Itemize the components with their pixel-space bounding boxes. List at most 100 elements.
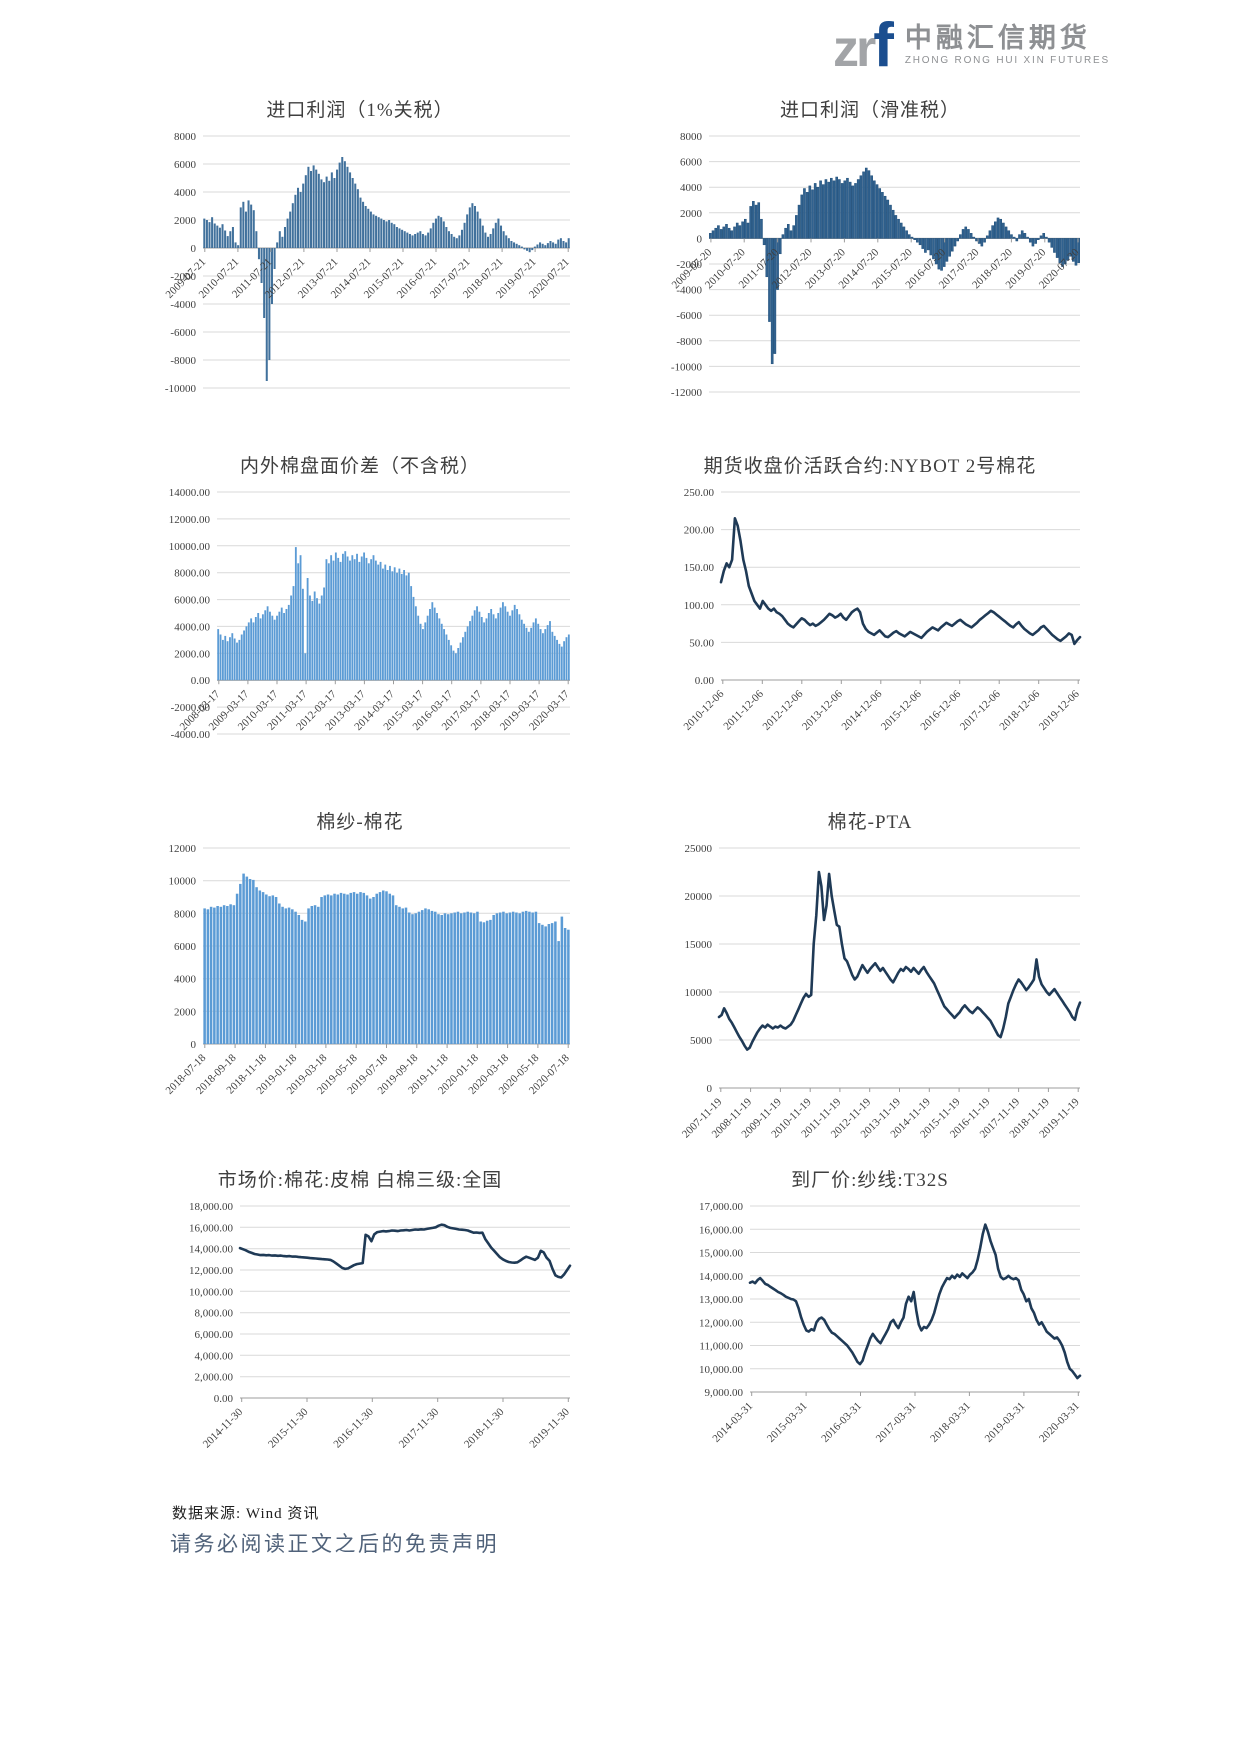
- company-logo: zrf 中融汇信期货 ZHONG RONG HUI XIN FUTURES: [833, 15, 1110, 77]
- svg-text:10,000.00: 10,000.00: [189, 1286, 234, 1298]
- logo-zr-text: zr: [832, 20, 876, 78]
- chart-canvas-cotton-pta: 25000200001500010000500002007-11-192008-…: [680, 843, 1082, 1141]
- svg-text:8000: 8000: [174, 908, 197, 920]
- svg-text:2000: 2000: [174, 215, 197, 227]
- svg-text:2018-12-06: 2018-12-06: [997, 688, 1042, 733]
- svg-text:-4000.00: -4000.00: [171, 729, 211, 741]
- svg-text:2011-12-06: 2011-12-06: [721, 688, 766, 733]
- svg-text:2017-03-31: 2017-03-31: [874, 1400, 919, 1445]
- svg-text:150.00: 150.00: [684, 562, 715, 574]
- logo-wordmark: 中融汇信期货 ZHONG RONG HUI XIN FUTURES: [905, 24, 1110, 70]
- svg-text:2016-03-31: 2016-03-31: [819, 1400, 864, 1445]
- svg-text:14,000.00: 14,000.00: [699, 1271, 744, 1283]
- svg-text:10000: 10000: [169, 876, 197, 888]
- svg-text:2015-03-31: 2015-03-31: [765, 1400, 810, 1445]
- svg-text:-12000: -12000: [671, 387, 703, 399]
- svg-text:16,000.00: 16,000.00: [189, 1222, 234, 1234]
- svg-text:-4000: -4000: [676, 285, 702, 297]
- svg-text:2000: 2000: [680, 208, 703, 220]
- svg-text:10000.00: 10000.00: [169, 541, 211, 553]
- svg-text:10000: 10000: [685, 987, 713, 999]
- svg-text:-10000: -10000: [165, 383, 197, 395]
- svg-text:-2000.00: -2000.00: [171, 702, 211, 714]
- svg-text:8,000.00: 8,000.00: [195, 1308, 234, 1320]
- svg-text:-8000: -8000: [676, 336, 702, 348]
- logo-company-name-cn: 中融汇信期货: [904, 23, 1091, 54]
- svg-text:11,000.00: 11,000.00: [699, 1341, 743, 1353]
- svg-text:2017-12-06: 2017-12-06: [958, 688, 1003, 733]
- svg-text:2015-11-30: 2015-11-30: [266, 1406, 311, 1451]
- chart-canvas-nybot-cotton: 250.00 200.00 150.00 100.00 50.00 0.002010-12…: [682, 487, 1083, 733]
- svg-text:2017-11-30: 2017-11-30: [397, 1406, 442, 1451]
- svg-text:2014-11-30: 2014-11-30: [201, 1406, 246, 1451]
- svg-text:4000: 4000: [680, 182, 703, 194]
- svg-text:2,000.00: 2,000.00: [195, 1372, 234, 1384]
- svg-text:2020-03-31: 2020-03-31: [1037, 1400, 1082, 1445]
- chart-canvas-import-profit-sliding: 8000 6000 4000 2000 0 -2000 -4000 -6000 -8000 -10…: [670, 131, 1082, 399]
- svg-text:4000.00: 4000.00: [174, 621, 210, 633]
- logo-company-name-en: ZHONG RONG HUI XIN FUTURES: [904, 55, 1110, 67]
- svg-text:-2000: -2000: [170, 271, 196, 283]
- svg-text:0.00: 0.00: [695, 675, 715, 687]
- chart-canvas-market-price: 18,000.00 16,000.00 14,000.00 12,000.00 10,0…: [189, 1201, 572, 1451]
- svg-text:12000: 12000: [169, 843, 197, 855]
- svg-text:6000: 6000: [174, 159, 197, 171]
- svg-text:2014-03-31: 2014-03-31: [710, 1400, 755, 1445]
- chart-import-profit-1pct-tariff: 进口利润（1%关税） 8000 6000 4000 2000 0 -2000 -4000 -6…: [145, 96, 575, 402]
- svg-text:50.00: 50.00: [689, 637, 714, 649]
- chart-market-price-lint-cotton: 市场价:棉花:皮棉 白棉三级:全国 18,000.00 16,000.00 14,0…: [145, 1166, 575, 1490]
- svg-text:6,000.00: 6,000.00: [195, 1329, 234, 1341]
- svg-text:20000: 20000: [685, 891, 713, 903]
- chart-factory-price-yarn-t32s: 到厂价:纱线:T32S 17,000.00 16,000.00 15,000.00 1…: [655, 1166, 1085, 1484]
- svg-text:0.00: 0.00: [191, 675, 211, 687]
- svg-text:2012-12-06: 2012-12-06: [761, 688, 806, 733]
- svg-text:15,000.00: 15,000.00: [699, 1248, 744, 1260]
- svg-text:0: 0: [707, 1083, 713, 1095]
- svg-text:6000: 6000: [680, 157, 703, 169]
- svg-text:2015-12-06: 2015-12-06: [879, 688, 924, 733]
- chart-canvas-yarn-cotton: 1200010000800060004000200002018-07-18201…: [164, 843, 573, 1097]
- chart-title: 期货收盘价活跃合约:NYBOT 2号棉花: [703, 456, 1037, 477]
- svg-text:2019-03-31: 2019-03-31: [983, 1400, 1028, 1445]
- chart-title: 到厂价:纱线:T32S: [791, 1170, 949, 1191]
- svg-text:-6000: -6000: [170, 327, 196, 339]
- svg-text:250.00: 250.00: [684, 487, 715, 499]
- svg-text:100.00: 100.00: [684, 600, 715, 612]
- svg-text:2018-11-30: 2018-11-30: [462, 1406, 507, 1451]
- svg-text:-4000: -4000: [170, 299, 196, 311]
- svg-text:6000: 6000: [174, 941, 197, 953]
- svg-text:-8000: -8000: [170, 355, 196, 367]
- svg-text:2019-12-06: 2019-12-06: [1037, 688, 1082, 733]
- data-source-note: 数据来源: Wind 资讯: [172, 1506, 320, 1522]
- svg-text:4000: 4000: [174, 974, 197, 986]
- svg-text:2016-12-06: 2016-12-06: [918, 688, 963, 733]
- svg-text:12,000.00: 12,000.00: [699, 1317, 744, 1329]
- chart-canvas-cotton-spread: 14000.00 12000.00 10000.00 8000.00 6000.00 40…: [169, 487, 572, 741]
- chart-import-profit-sliding-tax: 进口利润（滑准税） 8000 6000 4000 2000 0 -2000 -4000 -60…: [655, 96, 1085, 406]
- svg-text:18,000.00: 18,000.00: [189, 1201, 234, 1213]
- svg-text:2014-12-06: 2014-12-06: [840, 688, 885, 733]
- svg-text:15000: 15000: [685, 939, 713, 951]
- svg-text:2010-12-06: 2010-12-06: [682, 688, 727, 733]
- chart-canvas-import-profit-1pct: 8000 6000 4000 2000 0 -2000 -4000 -6000 -8000 -10…: [164, 131, 572, 395]
- chart-cotton-minus-pta: 棉花-PTA 25000 20000 15000 10000 5000 0 2007-11-…: [655, 808, 1085, 1180]
- svg-text:-6000: -6000: [676, 310, 702, 322]
- chart-title: 内外棉盘面价差（不含税）: [239, 456, 480, 477]
- svg-text:10,000.00: 10,000.00: [699, 1364, 744, 1376]
- chart-inner-outer-cotton-spread: 内外棉盘面价差（不含税） 14000.00 12000.00 10000.00 800…: [145, 452, 575, 764]
- chart-yarn-minus-cotton: 棉纱-棉花 12000 10000 8000 6000 4000 2000 0 2018-07…: [145, 808, 575, 1136]
- svg-text:2013-12-06: 2013-12-06: [800, 688, 845, 733]
- svg-text:16,000.00: 16,000.00: [699, 1224, 744, 1236]
- svg-text:14000.00: 14000.00: [169, 487, 211, 499]
- svg-text:4000: 4000: [174, 187, 197, 199]
- svg-text:2000: 2000: [174, 1006, 197, 1018]
- svg-text:13,000.00: 13,000.00: [699, 1294, 744, 1306]
- svg-text:2018-03-31: 2018-03-31: [928, 1400, 973, 1445]
- svg-text:9,000.00: 9,000.00: [705, 1387, 744, 1399]
- chart-title: 进口利润（1%关税）: [266, 100, 454, 121]
- svg-text:8000: 8000: [174, 131, 197, 143]
- chart-title: 棉花-PTA: [827, 812, 913, 833]
- svg-text:0: 0: [191, 1039, 197, 1051]
- svg-text:17,000.00: 17,000.00: [699, 1201, 744, 1213]
